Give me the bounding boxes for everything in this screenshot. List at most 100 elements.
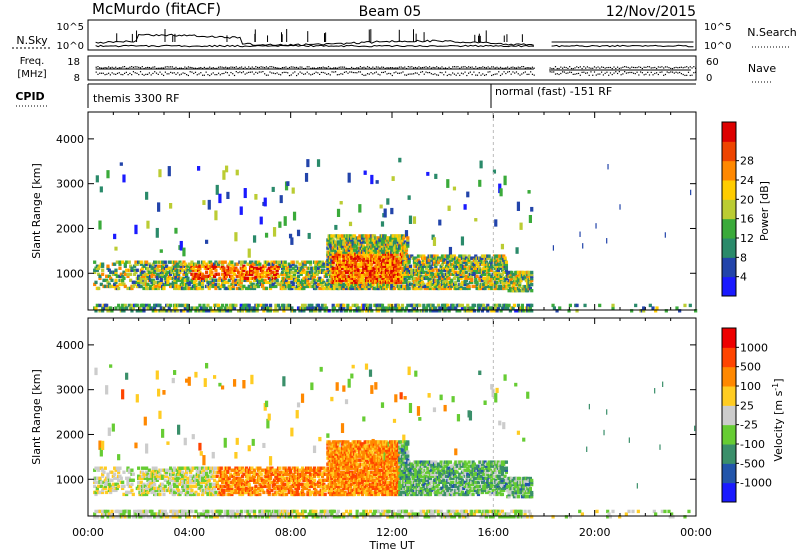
echo-cell <box>423 258 427 262</box>
freq-point <box>666 66 668 68</box>
freq-point <box>641 67 643 70</box>
echo-cell <box>174 306 178 310</box>
echo-cell <box>282 303 286 308</box>
echo-cell <box>371 280 375 285</box>
echo-cell <box>102 512 106 516</box>
echo-cell <box>239 282 243 287</box>
echo-cell <box>173 370 177 375</box>
echo-cell <box>308 262 313 266</box>
freq-point <box>634 66 636 69</box>
cpid-mode-2: normal (fast) -151 RF <box>495 85 612 98</box>
echo-cell <box>382 276 386 281</box>
echo-cell <box>239 280 243 285</box>
echo-cell <box>107 282 111 287</box>
echo-cell <box>462 268 466 272</box>
echo-cell <box>412 278 417 283</box>
echo-cell <box>390 246 394 250</box>
freq-point <box>561 67 564 69</box>
echo-cell <box>332 306 337 310</box>
nave-point <box>489 71 491 73</box>
echo-cell <box>392 246 397 250</box>
echo-cell <box>238 272 242 276</box>
echo-cell <box>392 242 397 246</box>
echo-cell <box>181 280 185 285</box>
echo-cell <box>122 174 126 183</box>
freq-point <box>292 66 294 68</box>
echo-cell <box>688 303 692 308</box>
echo-cell <box>208 260 213 264</box>
echo-cell <box>175 512 179 516</box>
echo-cell <box>268 303 273 308</box>
nave-point <box>691 74 693 76</box>
echo-cell <box>145 492 149 497</box>
echo-cell <box>440 272 445 276</box>
echo-cell <box>158 282 162 287</box>
echo-cell <box>117 454 121 461</box>
echo-cell <box>186 468 190 472</box>
echo-cell <box>103 509 107 514</box>
echo-cell <box>520 274 525 279</box>
echo-cell <box>366 264 370 268</box>
echo-cell <box>416 258 421 262</box>
echo-cell <box>340 244 345 248</box>
echo-cell <box>93 468 97 472</box>
echo-cell <box>138 476 142 480</box>
echo-cell <box>403 240 407 244</box>
echo-cell <box>119 476 123 480</box>
freq-point <box>322 66 324 68</box>
echo-cell <box>422 262 426 266</box>
nave-point <box>217 72 220 74</box>
echo-cell <box>211 284 215 289</box>
echo-cell <box>464 276 469 281</box>
echo-cell <box>178 303 182 308</box>
echo-cell <box>394 238 398 242</box>
nave-point <box>384 71 386 73</box>
nave-point <box>574 73 576 75</box>
echo-cell <box>454 282 458 287</box>
echo-cell <box>270 280 274 285</box>
freq-point <box>242 67 244 70</box>
beam-title: Beam 05 <box>359 4 422 20</box>
echo-cell <box>94 509 98 514</box>
echo-cell <box>386 250 390 254</box>
echo-cell <box>354 238 358 242</box>
echo-cell <box>206 303 210 308</box>
echo-cell <box>246 276 250 281</box>
echo-cell <box>139 262 143 266</box>
nave-point <box>233 74 236 77</box>
echo-cell <box>129 278 133 283</box>
echo-cell <box>471 306 475 310</box>
echo-cell <box>480 272 485 276</box>
colorbar-segment <box>722 218 736 239</box>
nave-point <box>512 71 514 73</box>
echo-cell <box>419 254 423 258</box>
echo-cell <box>375 242 379 246</box>
freq-point <box>693 66 695 68</box>
echo-cell <box>147 476 151 480</box>
echo-cell <box>105 303 109 308</box>
echo-cell <box>354 248 358 252</box>
freq-point <box>679 66 681 69</box>
echo-cell <box>415 278 419 283</box>
echo-cell <box>435 262 439 266</box>
echo-cell <box>504 266 509 270</box>
echo-cell <box>122 470 126 474</box>
echo-cell <box>378 256 382 260</box>
echo-cell <box>214 282 218 287</box>
echo-cell <box>487 286 491 291</box>
echo-cell <box>380 284 385 289</box>
echo-cell <box>342 306 346 310</box>
echo-cell <box>250 266 254 270</box>
echo-cell <box>114 468 118 472</box>
echo-cell <box>402 280 406 285</box>
echo-cell <box>422 282 426 287</box>
freq-point <box>125 67 127 69</box>
nave-point <box>214 74 216 76</box>
echo-cell <box>175 468 179 472</box>
echo-cell <box>340 260 345 264</box>
echo-cell <box>158 410 162 419</box>
echo-cell <box>230 268 234 272</box>
echo-cell <box>464 274 469 279</box>
echo-cell <box>504 262 509 266</box>
nave-point <box>409 73 411 75</box>
